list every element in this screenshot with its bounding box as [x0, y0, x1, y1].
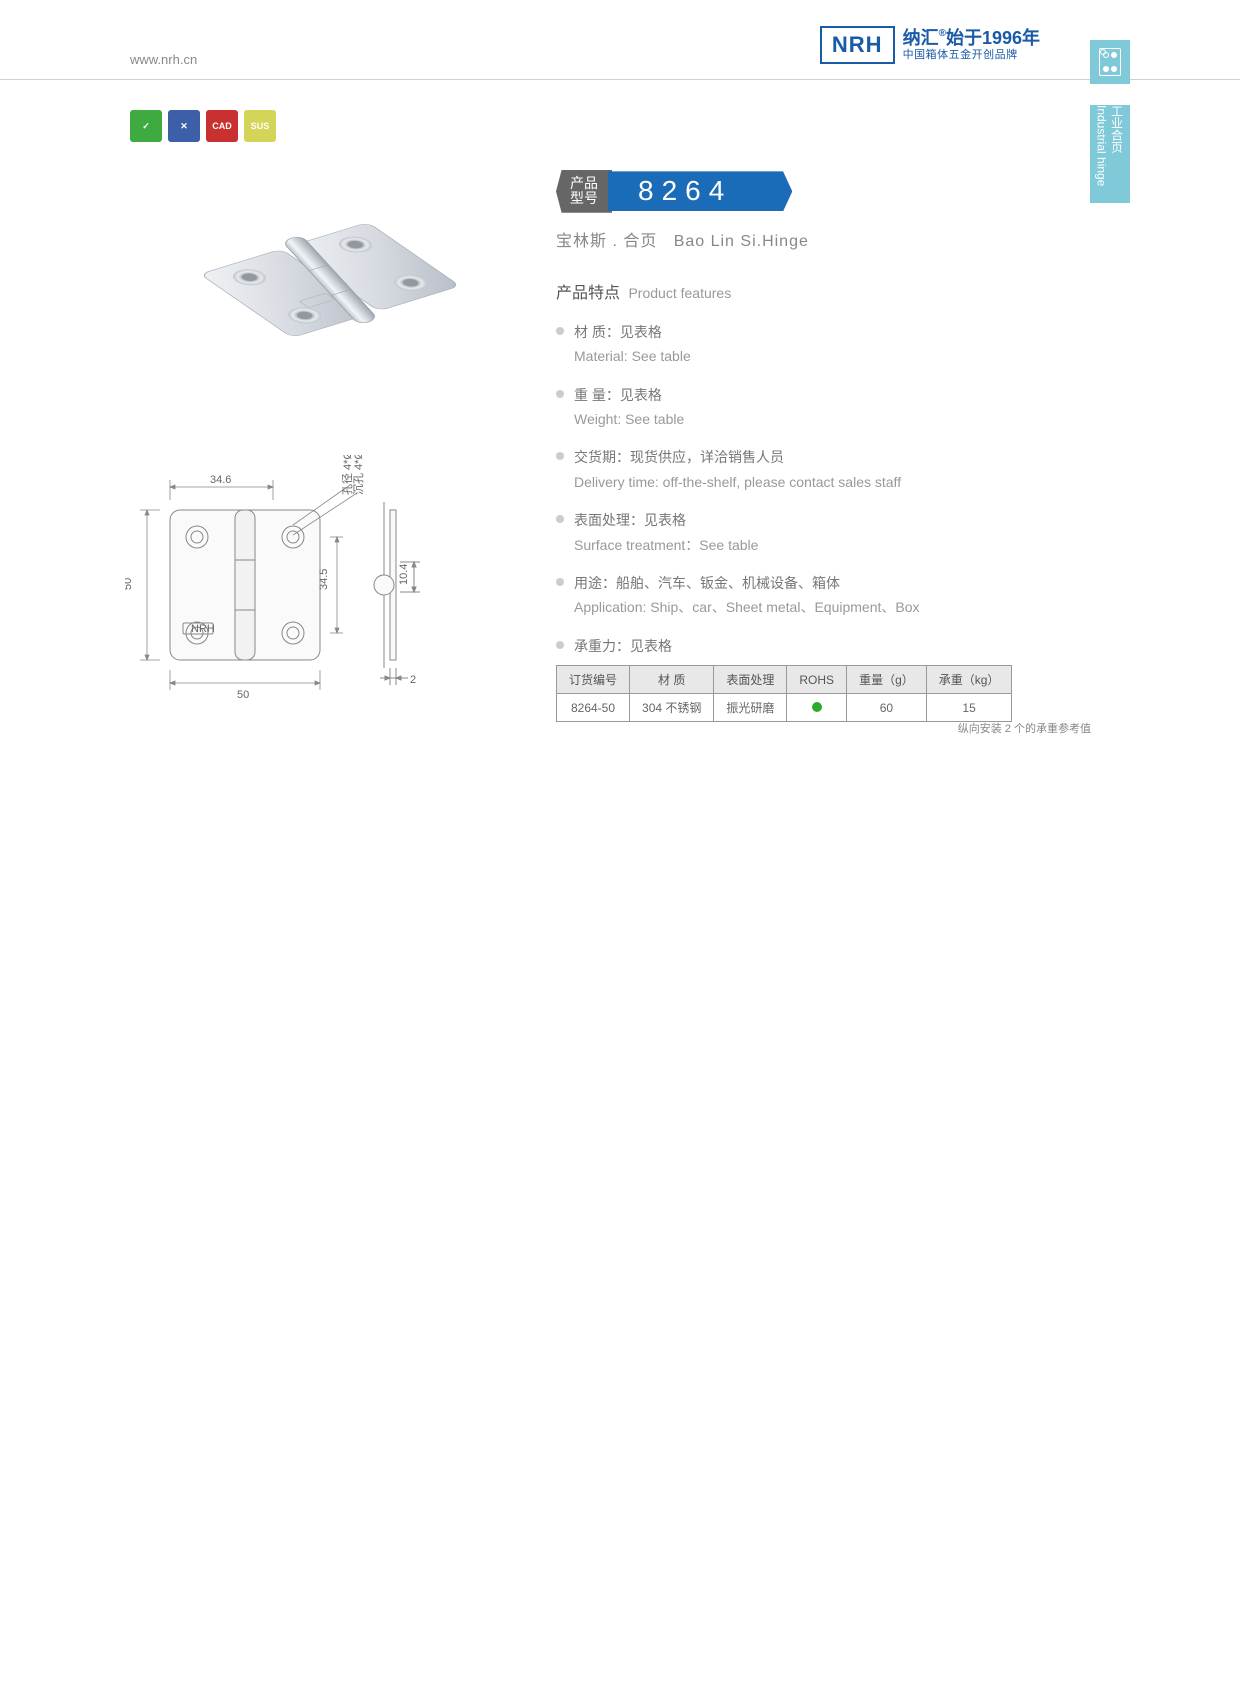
- list-item: 表面处理：见表格Surface treatment：See table: [556, 509, 1096, 556]
- table-header: 表面处理: [714, 666, 787, 694]
- svg-text:34.6: 34.6: [210, 474, 231, 486]
- table-header: ROHS: [787, 666, 847, 694]
- list-item: 重 量：见表格Weight: See table: [556, 384, 1096, 431]
- table-header: 承重（kg）: [926, 666, 1012, 694]
- spec-table: 订货编号 材 质 表面处理 ROHS 重量（g） 承重（kg） 8264-50 …: [556, 665, 1012, 722]
- side-hinge-icon: [1090, 40, 1130, 84]
- table-note: 纵向安装 2 个的承重参考值: [556, 720, 1091, 736]
- rohs-dot-icon: [812, 702, 822, 712]
- brand-tagline: 中国箱体五金开创品牌: [903, 49, 1040, 62]
- svg-text:10.4: 10.4: [398, 564, 410, 585]
- svg-text:34.5: 34.5: [318, 569, 330, 590]
- table-header: 重量（g）: [847, 666, 927, 694]
- features-title: 产品特点 Product features: [556, 279, 1096, 303]
- table-header: 订货编号: [557, 666, 630, 694]
- technical-drawing: 34.6 50 50 34.5 孔径 4*Ø6.5 沉孔 4*Ø9.8 NRH …: [125, 455, 465, 710]
- list-item: 交货期：现货供应，详洽销售人员Delivery time: off-the-sh…: [556, 446, 1096, 493]
- brand-line1: 纳汇®始于1996年: [903, 28, 1040, 50]
- model-row: 产品 型号 8264: [556, 170, 1096, 213]
- side-category-tab: 工业合页 Industrial hinge: [1090, 105, 1130, 203]
- brand-logo: NRH 纳汇®始于1996年 中国箱体五金开创品牌: [820, 26, 1040, 64]
- svg-text:2: 2: [410, 674, 416, 686]
- svg-text:NRH: NRH: [191, 623, 215, 635]
- badge-row: ✓ ✕ CAD SUS: [130, 110, 276, 142]
- list-item: 用途：船舶、汽车、钣金、机械设备、箱体Application: Ship、car…: [556, 572, 1096, 619]
- svg-text:50: 50: [237, 689, 249, 701]
- features-list: 材 质：见表格Material: See table 重 量：见表格Weight…: [556, 321, 1096, 682]
- list-item: 材 质：见表格Material: See table: [556, 321, 1096, 368]
- badge-yellow: SUS: [244, 110, 276, 142]
- table-row: 8264-50 304 不锈钢 振光研磨 60 15: [557, 694, 1012, 722]
- svg-text:沉孔 4*Ø9.8: 沉孔 4*Ø9.8: [352, 455, 365, 495]
- badge-green: ✓: [130, 110, 162, 142]
- nrh-logo-box: NRH: [820, 26, 895, 64]
- svg-text:50: 50: [125, 578, 134, 590]
- table-header: 材 质: [630, 666, 714, 694]
- badge-red: CAD: [206, 110, 238, 142]
- badge-blue: ✕: [168, 110, 200, 142]
- model-number: 8264: [608, 171, 792, 211]
- model-label: 产品 型号: [556, 170, 612, 213]
- site-url: www.nrh.cn: [130, 52, 197, 67]
- product-image: [185, 165, 475, 395]
- product-subtitle: 宝林斯 . 合页 Bao Lin Si.Hinge: [556, 227, 1096, 251]
